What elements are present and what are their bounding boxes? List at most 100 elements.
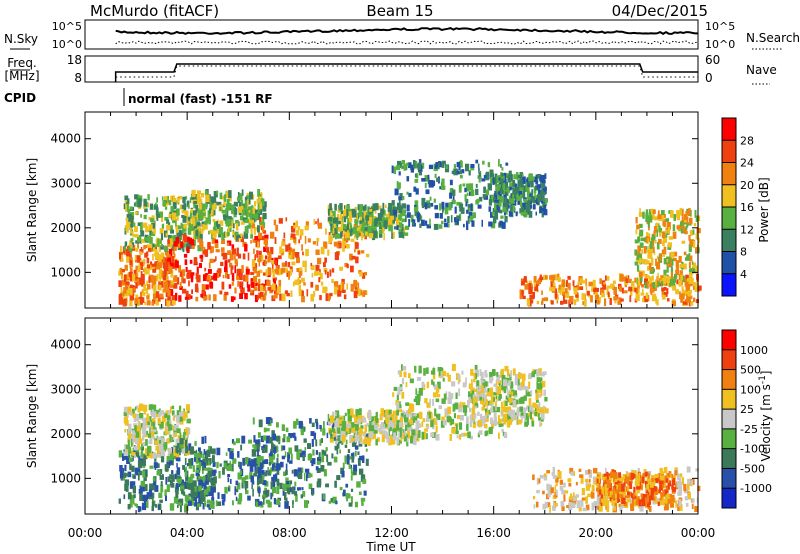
power-cell [187,269,192,278]
velocity-cell [368,413,372,421]
velocity-cell [451,381,456,387]
power-cell [227,250,232,255]
velocity-cell [154,485,159,492]
velocity-cell [250,475,254,483]
velocity-cell [354,450,357,457]
velocity-cell [147,421,151,425]
power-cell [353,290,358,299]
power-cell [453,164,456,169]
velocity-cell [149,483,153,490]
velocity-cell [415,388,418,395]
power-cell [152,281,155,286]
power-cell [154,252,159,257]
velocity-cell [694,506,699,512]
velocity-cell [449,434,452,441]
power-cell [359,220,363,224]
colorbar-swatch [722,162,736,185]
power-cell [399,222,403,229]
velocity-cell [539,422,543,426]
velocity-cell [178,502,182,506]
power-cell [528,286,533,295]
power-cell [506,187,511,191]
velocity-cell [535,389,539,394]
power-cell [494,173,498,180]
power-cell [245,215,249,222]
power-cell [153,289,156,295]
power-cell [148,224,153,231]
power-cell [438,224,443,229]
power-cell [208,294,211,301]
velocity-cell [408,408,413,415]
power-cell [146,270,150,275]
velocity-cell [310,459,313,463]
velocity-cell [476,421,479,426]
velocity-cell [473,414,476,420]
power-cell [147,247,152,252]
power-cell [319,295,322,301]
velocity-cell [181,479,184,484]
power-cell [229,262,233,268]
power-cell [333,217,337,224]
power-cell [226,190,230,198]
velocity-cell [130,438,133,447]
power-cell [653,230,656,239]
velocity-cell [259,462,264,470]
power-cell [258,198,260,207]
power-cell [393,166,396,175]
velocity-cell [235,496,238,501]
velocity-cell [505,406,510,413]
power-cell [417,162,421,170]
velocity-cell [416,394,421,402]
velocity-cell [375,439,378,446]
velocity-cell [360,474,366,482]
velocity-cell [233,441,236,446]
velocity-cell [493,419,497,427]
power-cell [207,269,212,274]
power-cell [167,195,169,203]
velocity-cell [467,431,471,439]
velocity-cell [265,493,268,498]
power-cell [470,189,475,197]
power-cell [165,259,169,266]
velocity-cell [512,399,517,407]
velocity-cell [291,486,295,492]
power-cell [275,224,279,232]
power-cell [155,291,160,299]
velocity-cell [316,461,321,465]
power-cell [171,297,176,305]
power-cell [666,288,669,295]
power-cell [141,273,145,280]
velocity-cell [265,459,269,465]
power-cell [358,288,361,297]
power-cell [366,229,370,237]
velocity-cell [160,484,164,493]
power-cell [264,259,267,266]
power-cell [366,223,368,230]
velocity-cell [158,412,161,418]
power-cell [645,260,650,265]
velocity-cell [587,469,591,474]
velocity-cell [399,430,402,438]
velocity-cell [442,377,445,382]
power-cell [323,262,326,268]
velocity-cell [333,428,335,436]
velocity-cell [529,411,533,420]
power-cell [648,216,653,223]
velocity-cell [351,456,355,463]
power-cell [134,226,138,233]
velocity-cell [263,496,265,505]
velocity-cell [166,460,171,466]
velocity-cell [176,478,180,483]
velocity-cell [659,467,663,475]
velocity-cell [331,453,334,459]
velocity-cell [139,485,143,491]
power-cell [172,249,175,255]
power-cell [613,286,617,295]
power-cell [646,238,649,244]
velocity-cell [241,482,244,489]
power-cell [188,222,191,228]
velocity-cell [353,464,358,472]
velocity-cell [543,389,546,396]
velocity-cell [578,468,582,472]
power-cell [652,281,656,289]
